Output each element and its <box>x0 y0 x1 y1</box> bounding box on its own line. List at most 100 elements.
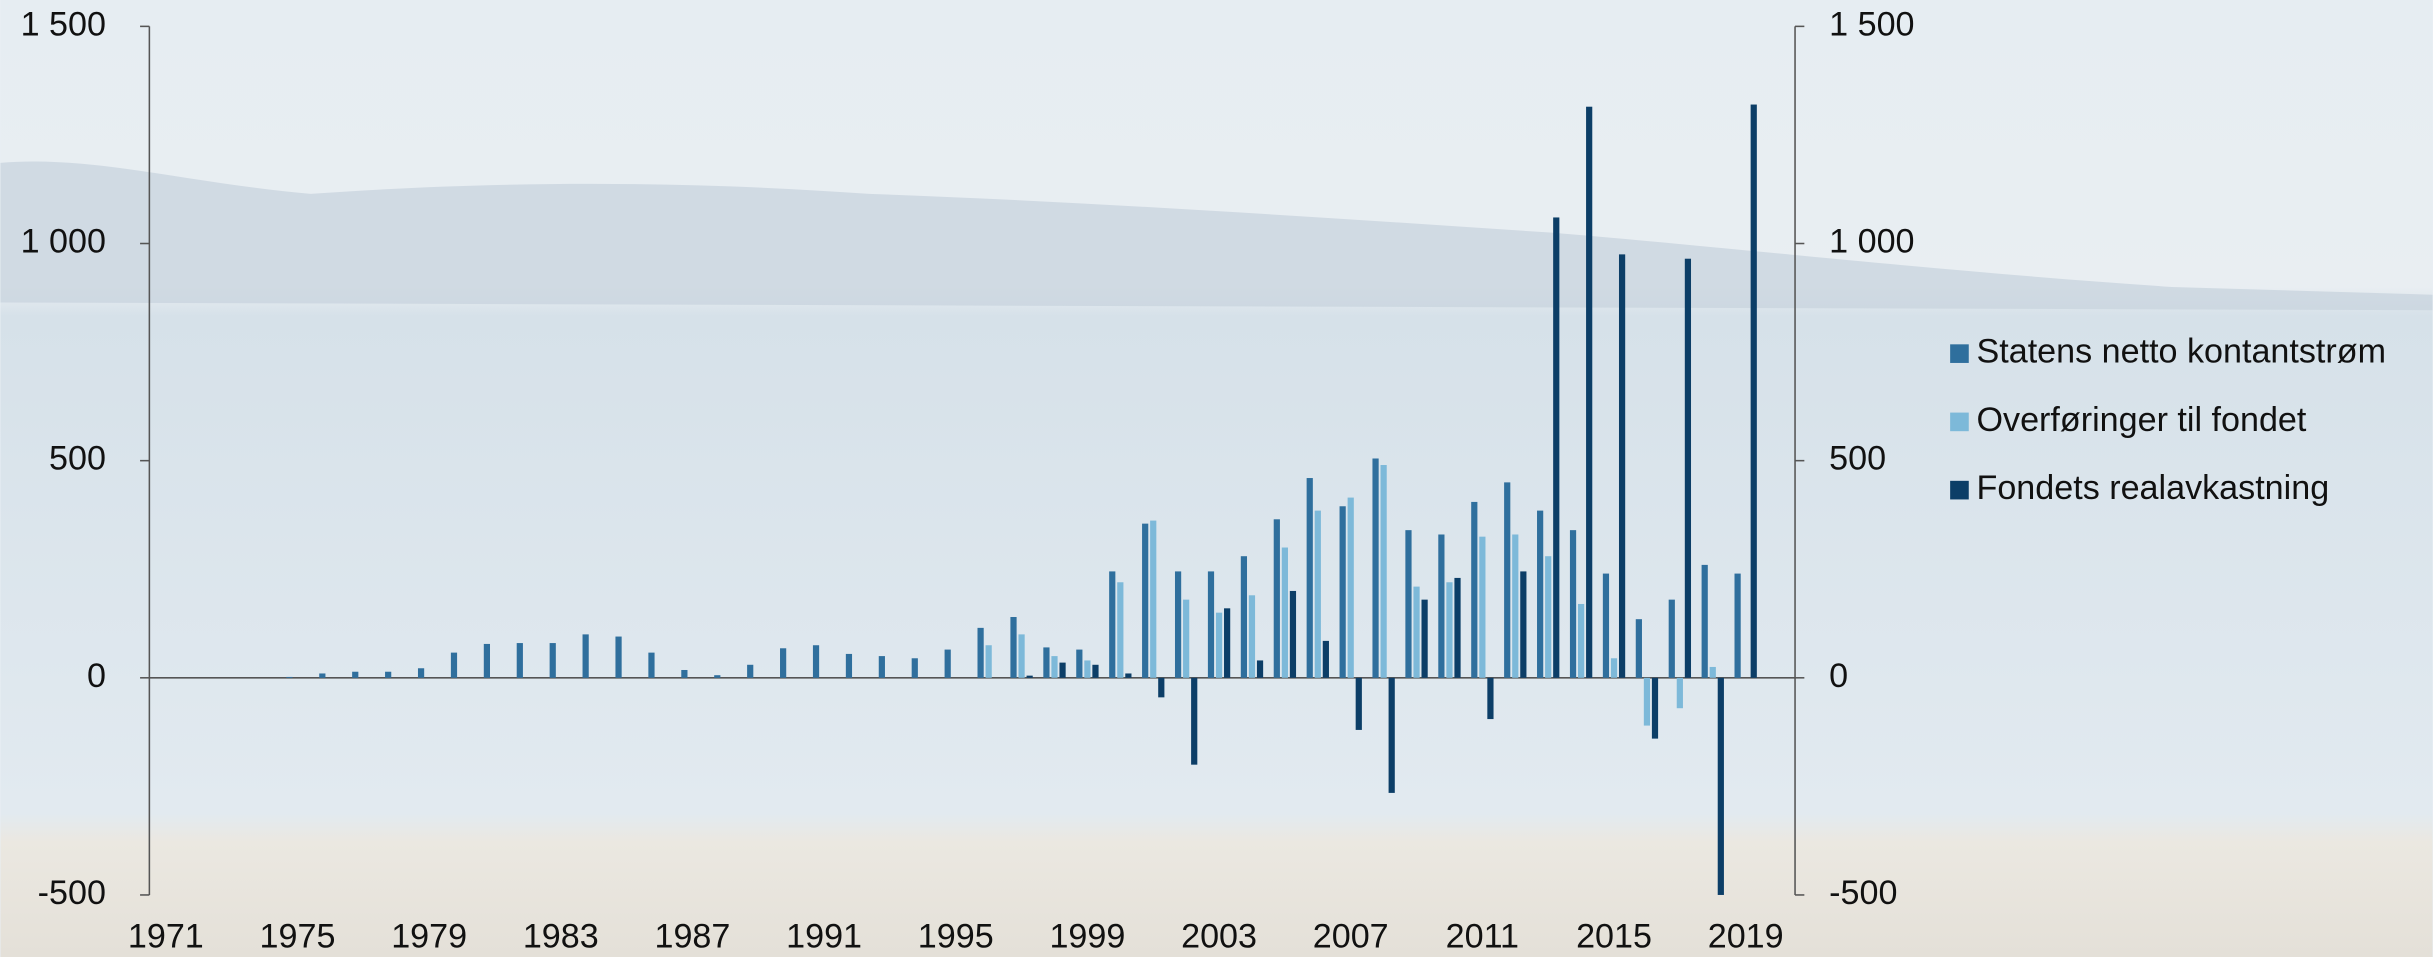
y2-tick-label: 1 500 <box>1829 5 1914 43</box>
bar <box>1618 254 1626 678</box>
bar <box>1314 510 1321 678</box>
bar <box>1306 478 1313 678</box>
bar <box>977 627 984 678</box>
bar <box>1380 465 1387 678</box>
bar <box>1224 608 1231 678</box>
bar <box>1405 530 1412 678</box>
bar <box>1125 673 1132 678</box>
bar <box>319 673 326 678</box>
bar <box>1602 573 1610 678</box>
legend-label: Overføringer til fondet <box>1977 401 2307 439</box>
bar <box>812 645 820 678</box>
bar <box>1479 536 1486 678</box>
bar <box>1578 603 1585 678</box>
bar <box>1207 571 1215 678</box>
bar <box>1643 677 1651 726</box>
bar <box>385 671 392 678</box>
bar <box>1084 660 1091 678</box>
bar <box>1545 556 1552 678</box>
x-tick-label: 1979 <box>391 917 467 955</box>
bar <box>1051 656 1058 678</box>
bar <box>1281 547 1288 678</box>
bar <box>1487 677 1494 720</box>
x-tick-label: 1971 <box>128 917 204 955</box>
bar <box>1734 573 1741 678</box>
bar <box>1043 647 1050 678</box>
bar <box>1076 649 1083 678</box>
legend-swatch <box>1950 480 1969 500</box>
bar <box>1018 634 1025 678</box>
legend-swatch <box>1950 412 1969 432</box>
bar <box>1256 660 1264 678</box>
bar <box>1240 556 1248 678</box>
bar <box>483 643 491 678</box>
bar <box>1191 677 1198 765</box>
bar <box>845 653 853 678</box>
bar <box>747 664 754 678</box>
bar <box>1520 571 1527 678</box>
bar <box>1388 677 1395 793</box>
bar <box>1413 586 1420 678</box>
x-tick-label: 1975 <box>260 917 336 955</box>
bar <box>1421 599 1428 678</box>
bar <box>1215 612 1223 678</box>
y-tick-label: -500 <box>38 874 106 912</box>
bar <box>1454 577 1461 678</box>
y-tick-label: 1 000 <box>21 223 106 261</box>
x-tick-label: 1991 <box>786 917 862 955</box>
bar <box>1709 666 1716 678</box>
bar <box>1174 571 1182 678</box>
bar <box>1355 677 1362 730</box>
bar <box>1372 458 1379 678</box>
bar <box>1676 677 1683 709</box>
bar <box>1142 523 1149 678</box>
bar <box>911 658 918 678</box>
bar <box>714 675 721 678</box>
y2-tick-label: -500 <box>1829 874 1897 912</box>
bar <box>1717 677 1724 895</box>
bar <box>1504 482 1511 678</box>
bar <box>1569 530 1577 678</box>
bar <box>352 671 359 678</box>
x-tick-label: 2011 <box>1446 917 1519 955</box>
bar <box>516 643 523 678</box>
bar <box>944 649 951 678</box>
bar <box>1668 599 1675 678</box>
bar <box>1750 104 1757 678</box>
bar <box>1289 590 1297 678</box>
x-tick-label: 2007 <box>1313 917 1389 955</box>
bar <box>1339 506 1346 678</box>
bar <box>1446 582 1453 678</box>
bar <box>1248 595 1256 678</box>
legend-swatch <box>1950 344 1969 363</box>
bar <box>1438 534 1445 678</box>
bar <box>681 669 688 678</box>
bar <box>1273 519 1280 678</box>
bar <box>615 636 622 678</box>
bar <box>1092 664 1099 678</box>
legend-label: Fondets realavkastning <box>1977 469 2330 507</box>
bar <box>1183 599 1190 678</box>
bar <box>549 643 556 678</box>
bar <box>780 648 787 678</box>
bar <box>878 656 885 678</box>
y-tick-label: 500 <box>49 440 106 478</box>
bar <box>1117 582 1124 678</box>
bar <box>1158 677 1165 698</box>
bar <box>1059 662 1066 678</box>
y2-tick-label: 500 <box>1829 440 1886 478</box>
y2-tick-label: 0 <box>1829 657 1848 695</box>
bar <box>1701 564 1708 678</box>
legend-label: Statens netto kontantstrøm <box>1977 333 2387 371</box>
bar <box>286 676 293 678</box>
x-tick-label: 2015 <box>1576 917 1652 955</box>
bar <box>582 634 589 678</box>
bar <box>1471 501 1478 678</box>
x-tick-label: 1987 <box>655 917 731 955</box>
x-tick-label: 1999 <box>1049 917 1125 955</box>
hills <box>0 161 2433 311</box>
bar <box>1586 106 1593 678</box>
